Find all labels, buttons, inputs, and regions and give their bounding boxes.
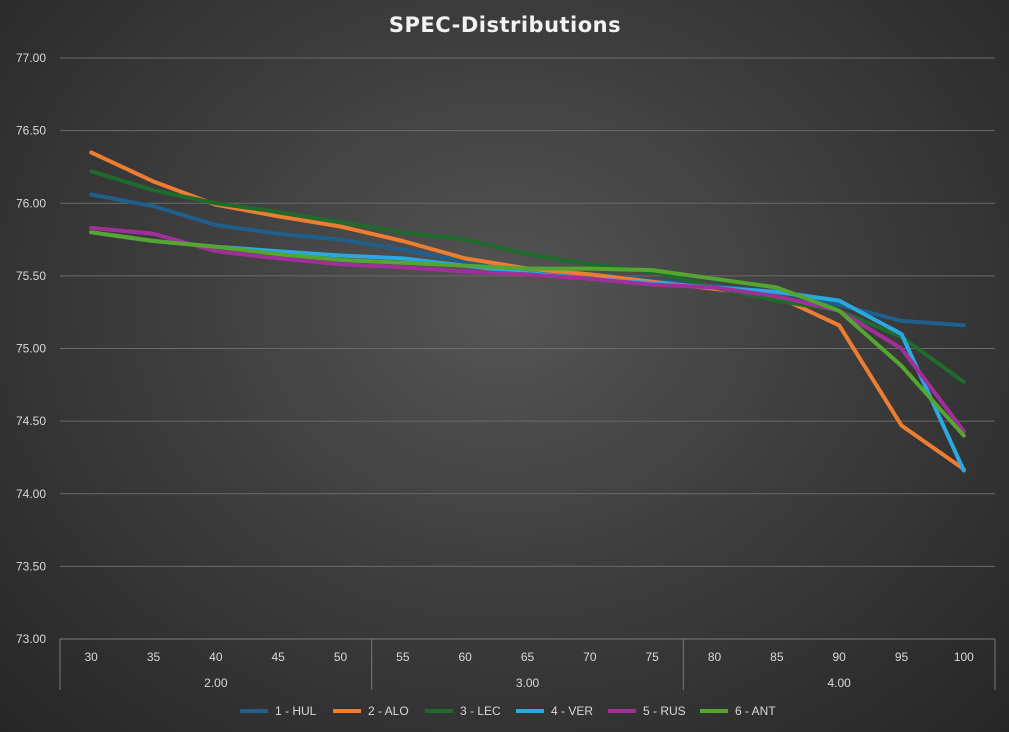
x-tick-label: 100: [954, 650, 974, 664]
x-group-label: 4.00: [827, 676, 851, 690]
x-tick-label: 55: [396, 650, 410, 664]
y-tick-label: 76.00: [16, 196, 46, 210]
x-tick-label: 85: [770, 650, 784, 664]
y-tick-label: 76.50: [16, 124, 46, 138]
legend-label-2: 2 - ALO: [368, 704, 409, 718]
y-tick-label: 74.00: [16, 487, 46, 501]
legend-label-5: 5 - RUS: [643, 704, 686, 718]
y-tick-label: 75.00: [16, 342, 46, 356]
series-line-6: [89, 230, 966, 438]
x-tick-label: 75: [645, 650, 659, 664]
x-tick-label: 35: [147, 650, 161, 664]
x-group-label: 3.00: [516, 676, 540, 690]
series-line-5: [89, 225, 966, 434]
y-tick-label: 75.50: [16, 269, 46, 283]
x-tick-label: 30: [84, 650, 98, 664]
x-tick-label: 95: [895, 650, 909, 664]
x-tick-label: 70: [583, 650, 597, 664]
legend-label-4: 4 - VER: [551, 704, 593, 718]
legend-label-3: 3 - LEC: [460, 704, 501, 718]
y-tick-label: 73.00: [16, 632, 46, 646]
series-line-1: [89, 192, 966, 328]
x-tick-label: 60: [458, 650, 472, 664]
y-tick-label: 74.50: [16, 414, 46, 428]
legend-label-1: 1 - HUL: [275, 704, 317, 718]
x-tick-label: 50: [334, 650, 348, 664]
x-tick-label: 80: [708, 650, 722, 664]
x-tick-label: 65: [521, 650, 535, 664]
y-tick-label: 73.50: [16, 559, 46, 573]
x-tick-label: 90: [832, 650, 846, 664]
y-tick-label: 77.00: [16, 51, 46, 65]
x-tick-label: 40: [209, 650, 223, 664]
x-group-label: 2.00: [204, 676, 228, 690]
x-tick-label: 45: [271, 650, 285, 664]
legend-label-6: 6 - ANT: [735, 704, 776, 718]
chart-title: SPEC-Distributions: [389, 13, 621, 37]
